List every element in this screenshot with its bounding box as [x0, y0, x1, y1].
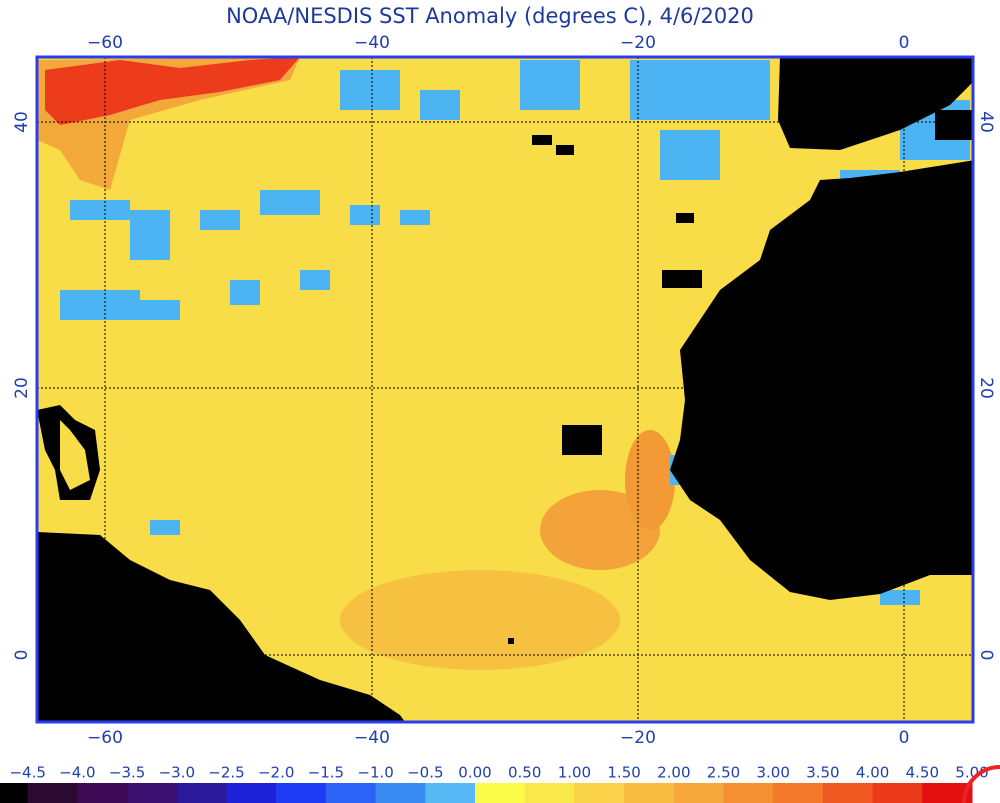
top-lon-label: −60 [87, 33, 123, 53]
colorbar-label: −4.5 [9, 764, 45, 782]
colorbar-swatch [27, 783, 78, 803]
colorbar-label: 1.00 [558, 764, 591, 782]
colorbar-label: 1.50 [607, 764, 640, 782]
right-lat-label: 40 [976, 111, 996, 133]
colorbar-label: −2.5 [208, 764, 244, 782]
left-lat-label: 40 [12, 111, 32, 133]
colorbar-swatch [176, 783, 227, 803]
colorbar-swatch [325, 783, 377, 803]
colorbar-label: 2.00 [657, 764, 690, 782]
colorbar-label: 3.50 [806, 764, 839, 782]
colorbar-label: −3.0 [159, 764, 195, 782]
colorbar-label: −4.0 [59, 764, 95, 782]
colorbar-label: −3.5 [109, 764, 145, 782]
colorbar-label: 5.00 [955, 764, 988, 782]
lake [60, 420, 90, 490]
colorbar-label: 0.00 [458, 764, 491, 782]
warm-patch [625, 430, 675, 530]
hot-patch [45, 57, 300, 125]
colorbar-swatch [524, 783, 575, 803]
colorbar-swatch [872, 783, 923, 803]
colorbar-swatch [226, 783, 277, 803]
top-lon-label: 0 [899, 33, 910, 53]
bottom-lon-label: −40 [354, 728, 390, 748]
top-lon-label: −40 [354, 33, 390, 53]
colorbar-swatch [425, 783, 476, 803]
map-title: NOAA/NESDIS SST Anomaly (degrees C), 4/6… [226, 4, 754, 28]
colorbar-swatch [922, 783, 973, 803]
colorbar-label: −1.0 [357, 764, 393, 782]
right-lat-label: 20 [976, 377, 996, 399]
colorbar-label: 2.50 [707, 764, 740, 782]
colorbar-label: −2.0 [258, 764, 294, 782]
colorbar-swatch [673, 783, 724, 803]
colorbar-label: 0.50 [508, 764, 541, 782]
colorbar: −5.0−4.5−4.0−3.5−3.0−2.5−2.0−1.5−1.0−0.5… [0, 764, 989, 803]
right-lat-label: 0 [976, 650, 996, 661]
graticule [37, 57, 973, 722]
colorbar-swatch [127, 783, 178, 803]
colorbar-swatch [723, 783, 774, 803]
left-lat-label: 0 [12, 650, 32, 661]
land [37, 57, 973, 722]
colorbar-label: −0.5 [407, 764, 443, 782]
colorbar-label: −1.5 [308, 764, 344, 782]
colorbar-swatch [0, 783, 29, 803]
colorbar-swatch [475, 783, 526, 803]
colorbar-label: 3.00 [756, 764, 789, 782]
colorbar-label: 4.50 [906, 764, 939, 782]
bottom-lon-label: −60 [87, 728, 123, 748]
colorbar-swatch [375, 783, 426, 803]
colorbar-swatch [77, 783, 128, 803]
colorbar-swatch [773, 783, 824, 803]
colorbar-label: 4.00 [856, 764, 889, 782]
colorbar-swatch [574, 783, 625, 803]
frame-border [35, 55, 975, 724]
map-frame [35, 55, 975, 724]
bottom-lon-label: −20 [620, 728, 656, 748]
colorbar-swatch [822, 783, 874, 803]
colorbar-swatch [624, 783, 675, 803]
colorbar-swatch [276, 783, 327, 803]
left-lat-label: 20 [12, 377, 32, 399]
top-lon-label: −20 [620, 33, 656, 53]
bottom-lon-label: 0 [899, 728, 910, 748]
warm-patch [340, 570, 620, 670]
